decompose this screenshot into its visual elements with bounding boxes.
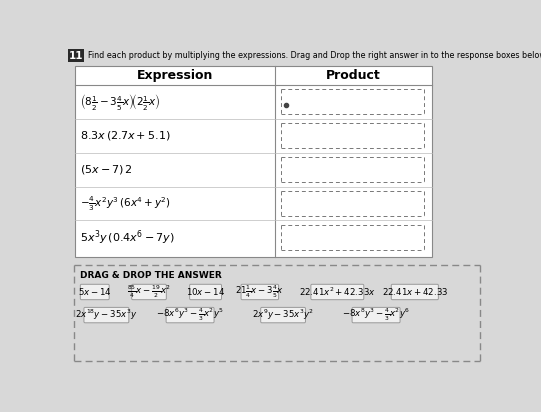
Text: 11: 11: [69, 51, 83, 61]
Text: $10x - 14$: $10x - 14$: [186, 286, 225, 297]
Text: Product: Product: [326, 69, 381, 82]
FancyBboxPatch shape: [311, 284, 364, 300]
Text: DRAG & DROP THE ANSWER: DRAG & DROP THE ANSWER: [80, 271, 222, 280]
Text: $(5x - 7)\,2$: $(5x - 7)\,2$: [80, 163, 133, 176]
Text: $5x - 14$: $5x - 14$: [78, 286, 111, 297]
FancyBboxPatch shape: [241, 284, 279, 300]
Text: Find each product by multiplying the expressions. Drag and Drop the right answer: Find each product by multiplying the exp…: [88, 51, 541, 60]
FancyBboxPatch shape: [131, 284, 166, 300]
FancyBboxPatch shape: [261, 307, 306, 323]
Text: $2x^{18}y - 35x^3y$: $2x^{18}y - 35x^3y$: [75, 308, 137, 322]
FancyBboxPatch shape: [68, 49, 84, 62]
Text: $\left(8\frac{1}{2} - 3\frac{4}{5}x\right)\!\left(2\frac{1}{2}x\right)$: $\left(8\frac{1}{2} - 3\frac{4}{5}x\righ…: [80, 92, 161, 112]
FancyBboxPatch shape: [80, 284, 109, 300]
Text: $5x^3y\,(0.4x^6 - 7y)$: $5x^3y\,(0.4x^6 - 7y)$: [80, 228, 175, 247]
Text: $-\frac{4}{3}x^2y^3\,(6x^4 + y^2)$: $-\frac{4}{3}x^2y^3\,(6x^4 + y^2)$: [80, 194, 171, 213]
Text: $\frac{85}{4}x - \frac{19}{2}x^2$: $\frac{85}{4}x - \frac{19}{2}x^2$: [127, 284, 171, 300]
FancyBboxPatch shape: [352, 307, 400, 323]
FancyBboxPatch shape: [84, 307, 129, 323]
FancyBboxPatch shape: [391, 284, 438, 300]
Text: $8.3x\,(2.7x + 5.1)$: $8.3x\,(2.7x + 5.1)$: [80, 129, 170, 142]
Text: $-8x^6y^3 - \frac{4}{3}x^2y^5$: $-8x^6y^3 - \frac{4}{3}x^2y^5$: [156, 307, 224, 323]
FancyBboxPatch shape: [75, 66, 432, 258]
FancyBboxPatch shape: [190, 284, 221, 300]
Text: Expression: Expression: [137, 69, 213, 82]
Text: $21\frac{1}{4}x - 3\frac{4}{5}x$: $21\frac{1}{4}x - 3\frac{4}{5}x$: [235, 284, 285, 300]
FancyBboxPatch shape: [166, 307, 214, 323]
Text: $2x^9y - 35x^3y^2$: $2x^9y - 35x^3y^2$: [252, 308, 314, 322]
Text: $-8x^8y^3 - \frac{4}{3}x^2y^6$: $-8x^8y^3 - \frac{4}{3}x^2y^6$: [342, 307, 410, 323]
Text: $22.41x + 42.33$: $22.41x + 42.33$: [381, 286, 448, 297]
Text: $22.41x^2 + 42.33x$: $22.41x^2 + 42.33x$: [299, 286, 375, 298]
